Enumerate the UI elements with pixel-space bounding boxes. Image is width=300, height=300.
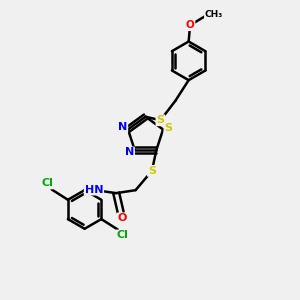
Text: CH₃: CH₃ [205,10,223,19]
Text: HN: HN [85,184,103,195]
Text: N: N [118,122,127,132]
Text: S: S [148,166,156,176]
Text: Cl: Cl [41,178,53,188]
Text: Cl: Cl [116,230,128,241]
Text: S: S [156,115,164,125]
Text: O: O [186,20,194,30]
Text: O: O [118,213,127,224]
Text: N: N [125,147,134,158]
Text: S: S [164,123,172,133]
